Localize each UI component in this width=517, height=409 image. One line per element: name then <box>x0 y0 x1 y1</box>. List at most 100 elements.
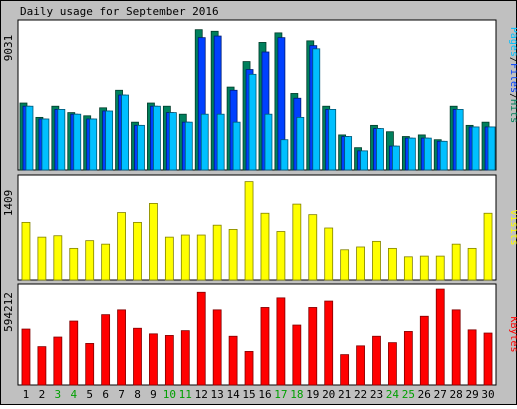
bar-kbytes <box>324 300 334 386</box>
bar-pages <box>471 126 480 171</box>
x-tick-label: 25 <box>402 388 415 401</box>
bar-visits <box>435 255 445 281</box>
bar-visits <box>356 246 365 281</box>
bar-pages <box>328 109 337 171</box>
bar-kbytes <box>37 346 47 386</box>
bar-visits <box>276 231 286 281</box>
bar-kbytes <box>244 351 254 386</box>
bar-visits <box>37 236 47 281</box>
x-tick-label: 27 <box>434 388 447 401</box>
bar-pages <box>25 105 34 171</box>
x-tick-label: 22 <box>354 388 367 401</box>
x-axis-labels: 1 2 3 4 5 6 7 8 9 10 11 12 13 14 15 16 17 18 19 20 21 22 23 24 2… <box>23 388 495 401</box>
bar-pages <box>344 136 353 171</box>
bar-kbytes <box>53 336 63 386</box>
plot-area <box>17 174 497 281</box>
bar-kbytes <box>451 309 461 386</box>
bar-kbytes <box>133 327 142 386</box>
x-tick-label: 29 <box>465 388 478 401</box>
bar-pages <box>264 113 273 171</box>
bar-kbytes <box>69 320 79 386</box>
x-tick-label: 2 <box>39 388 46 401</box>
bar-pages <box>200 113 209 171</box>
bar-visits <box>149 203 158 281</box>
side-label-part: Pages <box>508 27 517 57</box>
bar-pages <box>168 112 177 171</box>
bar-kbytes <box>228 335 238 386</box>
side-label-part: KBytes <box>508 316 517 352</box>
x-tick-label: 20 <box>322 388 335 401</box>
panel-kbytes: 594212 KBytes <box>2 283 517 386</box>
plot-area <box>17 19 497 171</box>
bar-visits <box>196 234 206 281</box>
x-tick-label: 11 <box>179 388 192 401</box>
bar-pages <box>121 94 129 171</box>
x-tick-label: 10 <box>163 388 176 401</box>
x-tick-label: 7 <box>118 388 125 401</box>
x-tick-label: 4 <box>70 388 77 401</box>
bar-visits <box>467 247 477 281</box>
bar-kbytes <box>149 333 158 386</box>
bar-visits <box>483 212 493 281</box>
x-tick-label: 18 <box>290 388 303 401</box>
bar-kbytes <box>101 314 111 386</box>
side-label-part: / <box>508 93 517 99</box>
bar-pages <box>232 121 241 171</box>
chart-panels: 9031 Pages/Files/Hits 1409 Visits 594212 KByt… <box>2 19 517 386</box>
x-tick-label: 6 <box>102 388 109 401</box>
x-tick-label: 5 <box>86 388 93 401</box>
bar-pages <box>376 128 384 171</box>
bar-pages <box>216 113 225 171</box>
bar-kbytes <box>356 345 365 386</box>
bar-kbytes <box>467 329 477 386</box>
bar-pages <box>105 110 114 171</box>
bar-kbytes <box>419 315 429 386</box>
bar-kbytes <box>340 354 350 386</box>
y-max-label: 9031 <box>2 35 15 62</box>
bar-pages <box>455 109 464 171</box>
bar-kbytes <box>212 309 222 386</box>
bar-pages <box>423 137 432 171</box>
y-max-label: 594212 <box>2 292 15 332</box>
side-label-part: Files <box>508 63 517 93</box>
bar-visits <box>101 243 111 281</box>
bar-visits <box>117 212 126 281</box>
y-max-label: 1409 <box>2 190 15 217</box>
series-side-label: Visits <box>508 209 517 245</box>
bar-pages <box>41 118 50 171</box>
bar-kbytes <box>435 288 445 386</box>
bar-pages <box>153 105 161 171</box>
bar-pages <box>57 109 66 171</box>
x-tick-label: 21 <box>338 388 351 401</box>
bar-visits <box>292 203 302 281</box>
chart-title: Daily usage for September 2016 <box>20 5 219 18</box>
bar-kbytes <box>21 328 31 386</box>
bar-kbytes <box>117 309 126 386</box>
bar-visits <box>133 221 142 281</box>
series-side-label: Pages/Files/Hits <box>508 27 517 123</box>
bar-visits <box>388 247 397 281</box>
x-tick-label: 9 <box>150 388 157 401</box>
bar-pages <box>487 126 496 171</box>
bar-pages <box>248 73 257 171</box>
bar-visits <box>324 227 334 281</box>
bar-pages <box>360 150 368 171</box>
bar-visits <box>260 212 270 281</box>
bar-visits <box>212 224 222 281</box>
plot-area <box>17 283 497 386</box>
bar-kbytes <box>260 307 270 386</box>
x-tick-label: 30 <box>481 388 494 401</box>
bar-visits <box>308 214 318 281</box>
bar-visits <box>228 229 238 281</box>
x-tick-label: 17 <box>274 388 287 401</box>
x-tick-label: 14 <box>226 388 240 401</box>
bar-visits <box>69 247 79 281</box>
x-tick-label: 3 <box>55 388 62 401</box>
panel-pages-files-hits: 9031 Pages/Files/Hits <box>2 19 517 171</box>
bar-visits <box>21 221 31 281</box>
side-label-part: / <box>508 57 517 63</box>
bar-kbytes <box>388 342 397 386</box>
bar-pages <box>392 145 400 171</box>
